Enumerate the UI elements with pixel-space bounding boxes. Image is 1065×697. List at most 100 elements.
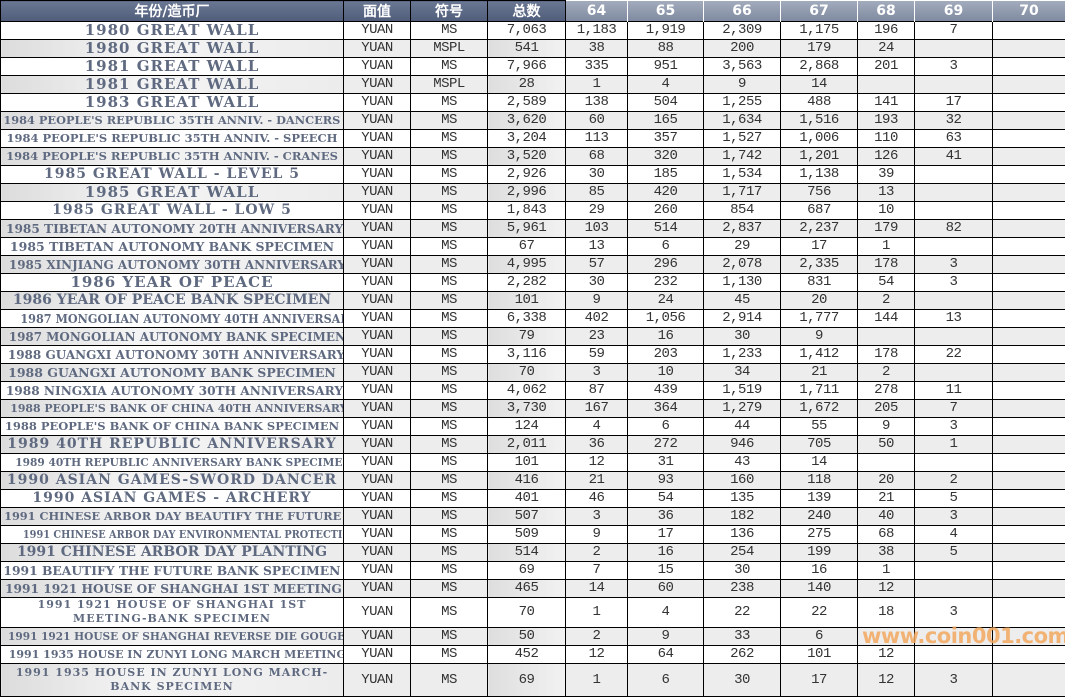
cell-grade-67: 831	[781, 274, 858, 292]
cell-grade-66: 34	[704, 364, 781, 382]
cell-total: 2,011	[488, 436, 566, 454]
column-header-total[interactable]: 总数	[488, 1, 566, 22]
cell-grade-68: 1	[858, 562, 915, 580]
cell-total: 1,843	[488, 202, 566, 220]
table-row[interactable]: 1991 1935 HOUSE IN ZUNYI LONG MARCH-BANK…	[1, 664, 1065, 697]
cell-name: 1985 XINJIANG AUTONOMY 30TH ANNIVERSARY	[1, 256, 344, 274]
coin-name-text: 1991 1921 HOUSE OF SHANGHAI 1ST MEETING	[5, 580, 342, 597]
cell-denomination: YUAN	[344, 274, 411, 292]
cell-name: 1986 YEAR OF PEACE	[1, 274, 344, 292]
cell-denomination: YUAN	[344, 202, 411, 220]
cell-grade-68: 144	[858, 310, 915, 328]
cell-grade-65: 54	[628, 490, 704, 508]
cell-grade-65: 504	[628, 94, 704, 112]
cell-grade-68: 18	[858, 598, 915, 628]
cell-grade-69	[915, 166, 993, 184]
cell-grade-67: 756	[781, 184, 858, 202]
cell-grade-64: 2	[566, 628, 628, 646]
cell-grade: MS	[411, 436, 488, 454]
cell-grade-65: 9	[628, 628, 704, 646]
table-row[interactable]: 1991 CHINESE ARBOR DAY BEAUTIFY THE FUTU…	[1, 508, 1065, 526]
table-row[interactable]: 1984 PEOPLE'S REPUBLIC 35TH ANNIV. - CRA…	[1, 148, 1065, 166]
column-header-grade-65[interactable]: 65	[628, 1, 704, 22]
coin-name-text: 1980 GREAT WALL	[85, 40, 260, 57]
cell-denomination: YUAN	[344, 238, 411, 256]
cell-grade-66: 1,519	[704, 382, 781, 400]
cell-grade-67: 139	[781, 490, 858, 508]
column-header-grade[interactable]: 符号	[411, 1, 488, 22]
cell-grade-66: 1,233	[704, 346, 781, 364]
cell-denomination: YUAN	[344, 490, 411, 508]
cell-grade-65: 357	[628, 130, 704, 148]
cell-grade-68: 10	[858, 202, 915, 220]
column-header-grade-64[interactable]: 64	[566, 1, 628, 22]
column-header-grade-70[interactable]: 70	[993, 1, 1065, 22]
coin-name-text: 1984 PEOPLE'S REPUBLIC 35TH ANNIV. - CRA…	[6, 148, 338, 165]
table-row[interactable]: 1984 PEOPLE'S REPUBLIC 35TH ANNIV. - DAN…	[1, 112, 1065, 130]
cell-grade-70	[993, 346, 1065, 364]
column-header-denomination[interactable]: 面值	[344, 1, 411, 22]
column-header-grade-67[interactable]: 67	[781, 1, 858, 22]
cell-grade-66: 135	[704, 490, 781, 508]
cell-grade-66: 30	[704, 328, 781, 346]
column-header-grade-68[interactable]: 68	[858, 1, 915, 22]
table-row[interactable]: 1991 CHINESE ARBOR DAY ENVIRONMENTAL PRO…	[1, 526, 1065, 544]
cell-grade-66: 22	[704, 598, 781, 628]
cell-total: 514	[488, 544, 566, 562]
column-header-name[interactable]: 年份/造币厂	[1, 1, 344, 22]
cell-denomination: YUAN	[344, 472, 411, 490]
table-row[interactable]: 1991 1921 HOUSE OF SHANGHAI 1ST MEETING-…	[1, 598, 1065, 628]
table-row[interactable]: 1987 MONGOLIAN AUTONOMY 40TH ANNIVERSARY…	[1, 310, 1065, 328]
cell-name: 1988 GUANGXI AUTONOMY BANK SPECIMEN	[1, 364, 344, 382]
table-row[interactable]: 1984 PEOPLE'S REPUBLIC 35TH ANNIV. - SPE…	[1, 130, 1065, 148]
column-header-grade-69[interactable]: 69	[915, 1, 993, 22]
table-row[interactable]: 1988 PEOPLE'S BANK OF CHINA 40TH ANNIVER…	[1, 400, 1065, 418]
cell-grade: MS	[411, 112, 488, 130]
cell-grade-69: 13	[915, 310, 993, 328]
table-row[interactable]: 1988 PEOPLE'S BANK OF CHINA BANK SPECIME…	[1, 418, 1065, 436]
column-header-grade-66[interactable]: 66	[704, 1, 781, 22]
cell-grade-68: 12	[858, 646, 915, 664]
cell-total: 3,204	[488, 130, 566, 148]
cell-grade-69	[915, 184, 993, 202]
coin-name-text: 1991 1921 HOUSE OF SHANGHAI REVERSE DIE …	[8, 628, 343, 645]
cell-name: 1991 1921 HOUSE OF SHANGHAI 1ST MEETING	[1, 580, 344, 598]
coin-name-text: 1988 NINGXIA AUTONOMY 30TH ANNIVERSARY	[6, 382, 343, 399]
cell-grade: MS	[411, 166, 488, 184]
cell-grade-68: 205	[858, 400, 915, 418]
table-row[interactable]: 1989 40TH REPUBLIC ANNIVERSARY BANK SPEC…	[1, 454, 1065, 472]
cell-denomination: YUAN	[344, 292, 411, 310]
coin-name-text: 1985 GREAT WALL - LEVEL 5	[44, 166, 300, 183]
cell-grade-70	[993, 256, 1065, 274]
table-row[interactable]: 1991 1935 HOUSE IN ZUNYI LONG MARCH MEET…	[1, 646, 1065, 664]
cell-grade-64: 85	[566, 184, 628, 202]
cell-grade-68: 179	[858, 220, 915, 238]
cell-grade-67: 2,335	[781, 256, 858, 274]
cell-grade: MS	[411, 148, 488, 166]
cell-grade-67: 2,237	[781, 220, 858, 238]
cell-name: 1991 BEAUTIFY THE FUTURE BANK SPECIMEN	[1, 562, 344, 580]
